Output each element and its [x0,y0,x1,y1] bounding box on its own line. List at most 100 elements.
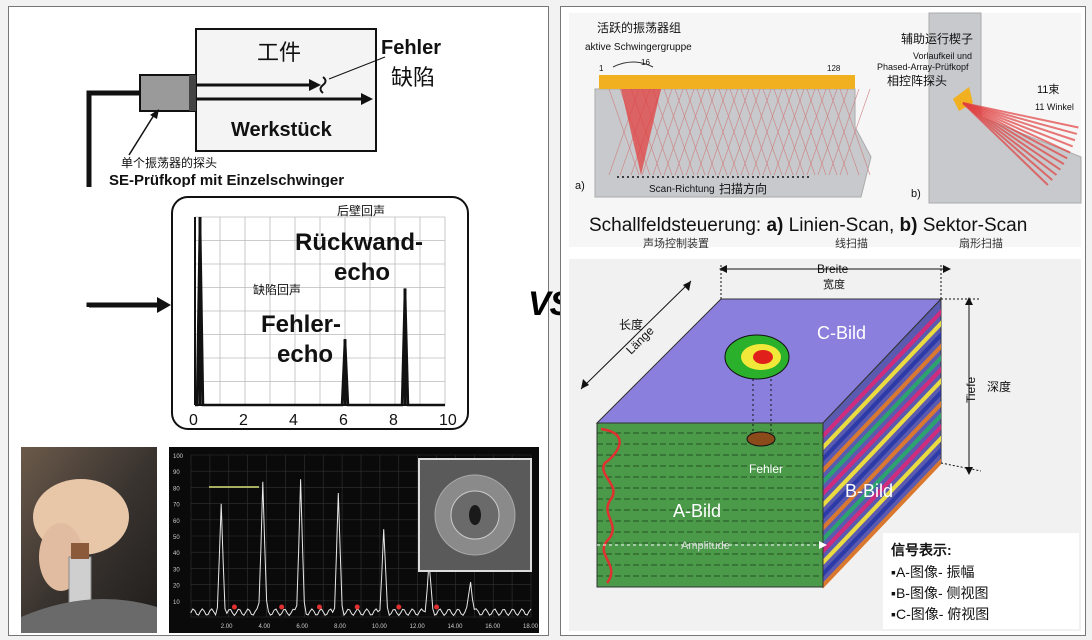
label-a: a) [575,180,585,192]
photo-tick-label: 10.00 [372,624,388,630]
ascan-display: 0 2 4 6 8 10 后壁回声 Rückwand- echo 缺陷回声 Fehler-… [86,196,469,430]
b-bild-stripe [823,401,941,531]
b-bild-stripe [823,309,941,439]
scan-dir-cn: 扫描方向 [719,181,767,196]
n1: 1 [599,64,604,73]
photo-ytick-label: 20 [173,584,180,590]
sector-beam [962,102,1079,129]
b-bild-stripe [823,435,941,566]
ascan-tick-label: 6 [339,412,348,429]
scan-photo-ticks: 2.00 4.00 6.00 8.00 10.00 12.00 14.00 16.00 18.0… [173,454,539,630]
b-bild-stripe [823,424,941,554]
phased-array-diagram: 活跃的振荡器组 aktive Schwingergruppe 16 1 128 … [569,12,1082,250]
sector-beam [962,102,1071,154]
cube-diagram: Breite 宽度 长度 Länge Tiefe 深度 C-Bild B-Bil… [569,259,1081,631]
legend-item: ▪A-图像- 振幅 [891,564,975,580]
wedge-de-1: Vorlaufkeil und [913,51,972,61]
legend-box [883,533,1079,629]
defect-echo-de-2: echo [277,341,333,368]
probe-front [189,75,196,111]
b-bild-stripe [823,447,941,577]
photo-marker [354,604,360,610]
breite-label: Breite [817,262,849,276]
breite-cn: 宽度 [823,277,845,291]
pa-sub-cn-3: 扇形扫描 [959,236,1003,250]
backwall-de-1: Rückwand- [295,229,423,256]
legend-title: 信号表示: [891,542,952,558]
sector-beam [962,102,1065,165]
backwall-de-2: echo [334,259,390,286]
b-bild-label: B-Bild [845,481,893,501]
probe-cn-label: 单个振荡器的探头 [121,155,217,170]
fehler-label: Fehler [749,462,783,476]
sector-beam [962,102,1053,181]
photo-marker [279,604,285,610]
wedge-de-2: Phased-Array-Prüfkopf [877,62,969,72]
sector-beam [962,102,1058,176]
defect-mark [319,76,327,94]
photo-ytick-label: 30 [173,567,180,573]
b-bild-stripe [823,458,941,589]
photo-ytick-label: 50 [173,535,180,541]
pa-sub-cn-2: 线扫描 [835,236,868,250]
beams-cn: 11束 [1037,83,1059,96]
ascan-tick-label: 0 [189,412,198,429]
workpiece-de-label: Werkstück [231,119,333,141]
ascan-tick-label: 10 [439,412,457,429]
n128: 128 [827,64,841,73]
photo-ytick-label: 60 [173,519,180,525]
b-bild-stripe [823,320,941,451]
backwall-cn: 后壁回声 [337,203,385,218]
tiefe-label: Tiefe [964,376,978,403]
photo-ytick-label: 10 [173,600,180,606]
scan-photo: 2.00 4.00 6.00 8.00 10.00 12.00 14.00 16.00 18.0… [169,447,539,633]
a-bild-label: A-Bild [673,501,721,521]
photo-tick-label: 14.00 [447,624,463,630]
sector-beam [962,102,1061,171]
scan-dir-de: Scan-Richtung [649,184,715,195]
pa-caption: Schallfeldsteuerung: a) Linien-Scan, b) … [589,215,1027,236]
n16: 16 [641,58,650,67]
b-bild-stripe [823,355,941,485]
beams-de: 11 Winkel [1035,102,1074,112]
b-bild-stripes [823,309,941,589]
probe-de-label: SE-Prüfkopf mit Einzelschwinger [109,172,344,187]
b-bild-stripe [823,389,941,520]
b-bild-stripe [823,332,941,462]
defect-blob [746,431,776,447]
photo-ytick-label: 40 [173,551,180,557]
legend-item: ▪C-图像- 俯视图 [891,606,989,622]
photo-tick-label: 18.00 [523,624,539,630]
pa-sub-cn-1: 声场控制装置 [643,236,709,250]
se-probe-diagram: 工件 Fehler 缺陷 Werkstück 单个振荡器的探头 SE-Prüfk… [86,28,441,187]
left-panel: 工件 Fehler 缺陷 Werkstück 单个振荡器的探头 SE-Prüfk… [8,6,549,636]
photo-ytick-label: 70 [173,503,180,509]
photo-tick-label: 12.00 [410,624,426,630]
ascan-tick-label: 2 [239,412,248,429]
amplitude-label: Amplitude [681,540,730,552]
ascan-ticks: 0 2 4 6 8 10 [189,412,457,429]
scan-photo-trace [190,479,532,617]
b-bild-stripe [823,366,941,497]
probe-body [139,74,197,112]
photo-tick-label: 6.00 [296,624,308,630]
b-bild-stripe [823,343,941,474]
photo-marker [231,604,237,610]
right-panel: 活跃的振荡器组 aktive Schwingergruppe 16 1 128 … [560,6,1086,636]
sector-scan-beams [962,102,1079,186]
probe-cn: 相控阵探头 [887,74,947,88]
front-scan-lines [597,432,823,577]
wedge-cn: 辅助运行楔子 [901,32,973,46]
photo-tick-label: 16.00 [485,624,501,630]
workpiece-cn-label: 工件 [257,40,301,65]
c-bild-label: C-Bild [817,323,866,343]
photo-ytick-label: 100 [173,454,184,460]
photo-tick-label: 2.00 [221,624,233,630]
photo-ytick-label: 80 [173,486,180,492]
probe-photo [21,447,157,633]
photo-tick-label: 4.00 [259,624,271,630]
active-group-cn: 活跃的振荡器组 [597,20,681,35]
cube-front-face [596,422,824,588]
laenge-cn: 长度 [619,317,643,332]
tiefe-cn: 深度 [987,379,1011,394]
